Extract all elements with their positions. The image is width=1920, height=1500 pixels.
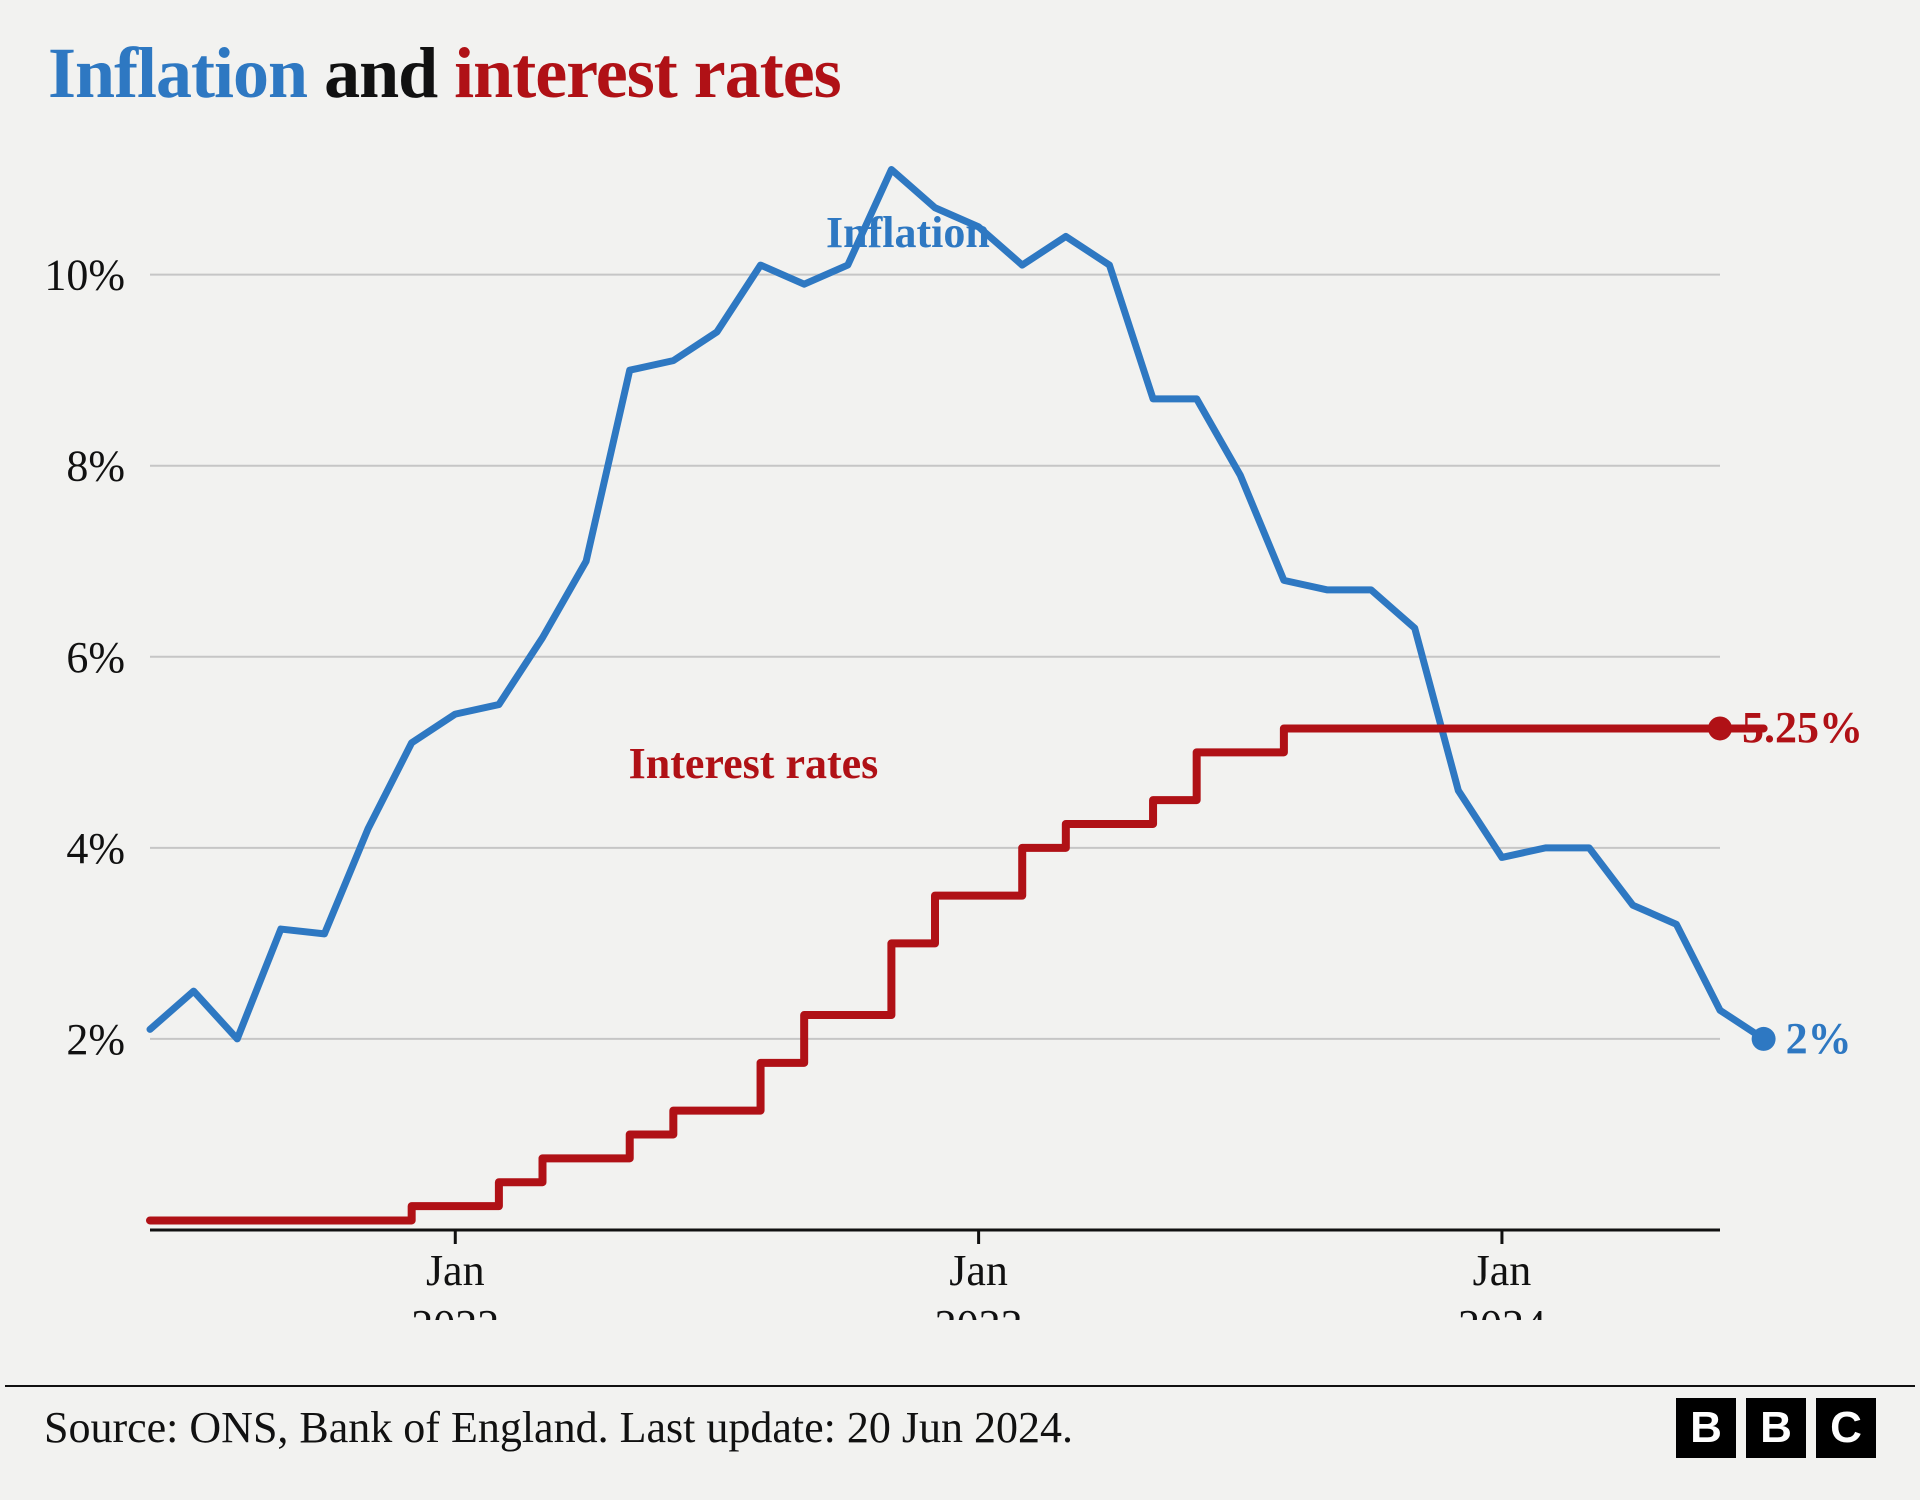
y-tick-label: 10% <box>44 251 125 300</box>
chart-plot: 2%4%6%8%10%Jan2022Jan2023Jan2024 Inflati… <box>0 140 1920 1320</box>
y-tick-label: 4% <box>66 824 125 873</box>
series-end-marker-interest <box>1708 716 1732 740</box>
series-end-marker-inflation <box>1752 1027 1776 1051</box>
y-tick-label: 6% <box>66 633 125 682</box>
source-footnote: Source: ONS, Bank of England. Last updat… <box>44 1402 1073 1453</box>
bbc-logo-c: C <box>1816 1398 1876 1458</box>
x-tick-label: 2023 <box>935 1301 1023 1320</box>
bbc-logo: B B C <box>1676 1398 1876 1458</box>
x-tick-label: Jan <box>1473 1246 1532 1295</box>
footer-rule <box>5 1385 1915 1387</box>
footer: Source: ONS, Bank of England. Last updat… <box>0 1340 1920 1500</box>
x-tick-label: 2024 <box>1458 1301 1546 1320</box>
title-word-inflation: Inflation <box>48 33 307 113</box>
bbc-logo-b1: B <box>1676 1398 1736 1458</box>
series-line-interest <box>150 728 1764 1220</box>
chart-svg: 2% 4% 6% 8% 10% Jan 2022 Jan 2023 Jan 2024 <box>0 140 1920 1320</box>
bbc-logo-b2: B <box>1746 1398 1806 1458</box>
y-tick-label: 8% <box>66 442 125 491</box>
y-tick-label: 2% <box>66 1015 125 1064</box>
title-word-and: and <box>307 33 454 113</box>
series-line-inflation <box>150 170 1764 1039</box>
title-word-interest: interest rates <box>454 33 841 113</box>
x-tick-label: Jan <box>426 1246 485 1295</box>
x-tick-label: Jan <box>949 1246 1008 1295</box>
chart-title: Inflation and interest rates <box>48 32 841 115</box>
x-tick-label: 2022 <box>411 1301 499 1320</box>
